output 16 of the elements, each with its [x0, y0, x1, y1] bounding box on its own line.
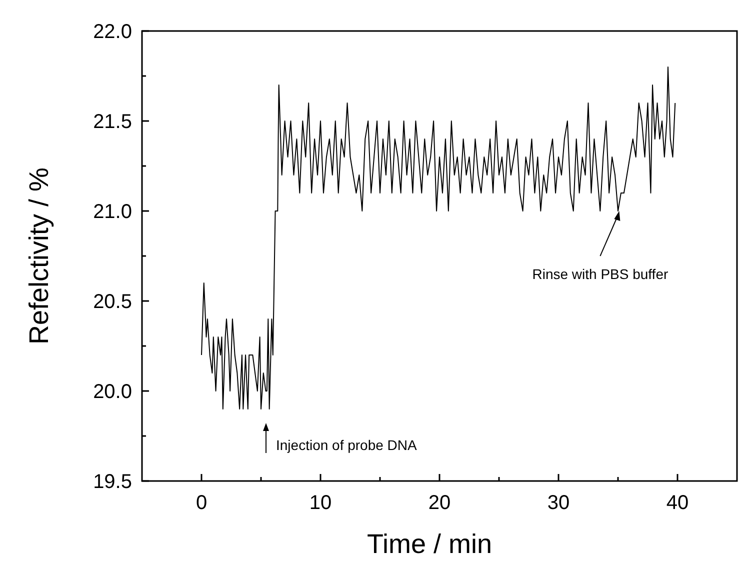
y-tick-label: 22.0 — [93, 21, 132, 43]
x-tick-label: 30 — [547, 492, 570, 514]
x-tick-label: 0 — [196, 492, 208, 514]
x-tick-label: 20 — [428, 492, 451, 514]
x-tick-label: 10 — [309, 492, 332, 514]
y-tick-label: 21.0 — [93, 201, 132, 223]
x-tick-label: 40 — [666, 492, 689, 514]
y-axis-title: Refelctivity / % — [24, 167, 54, 345]
x-axis-title: Time / min — [366, 529, 492, 559]
text: 19.5 — [93, 471, 132, 493]
y-tick-label: 20.0 — [93, 381, 132, 403]
annotation: Rinse with PBS buffer — [532, 266, 668, 282]
annotation: Injection of probe DNA — [276, 437, 418, 453]
line-series — [201, 66, 676, 410]
y-tick-label: 20.5 — [93, 291, 132, 313]
y-tick-label: 21.5 — [93, 111, 132, 133]
